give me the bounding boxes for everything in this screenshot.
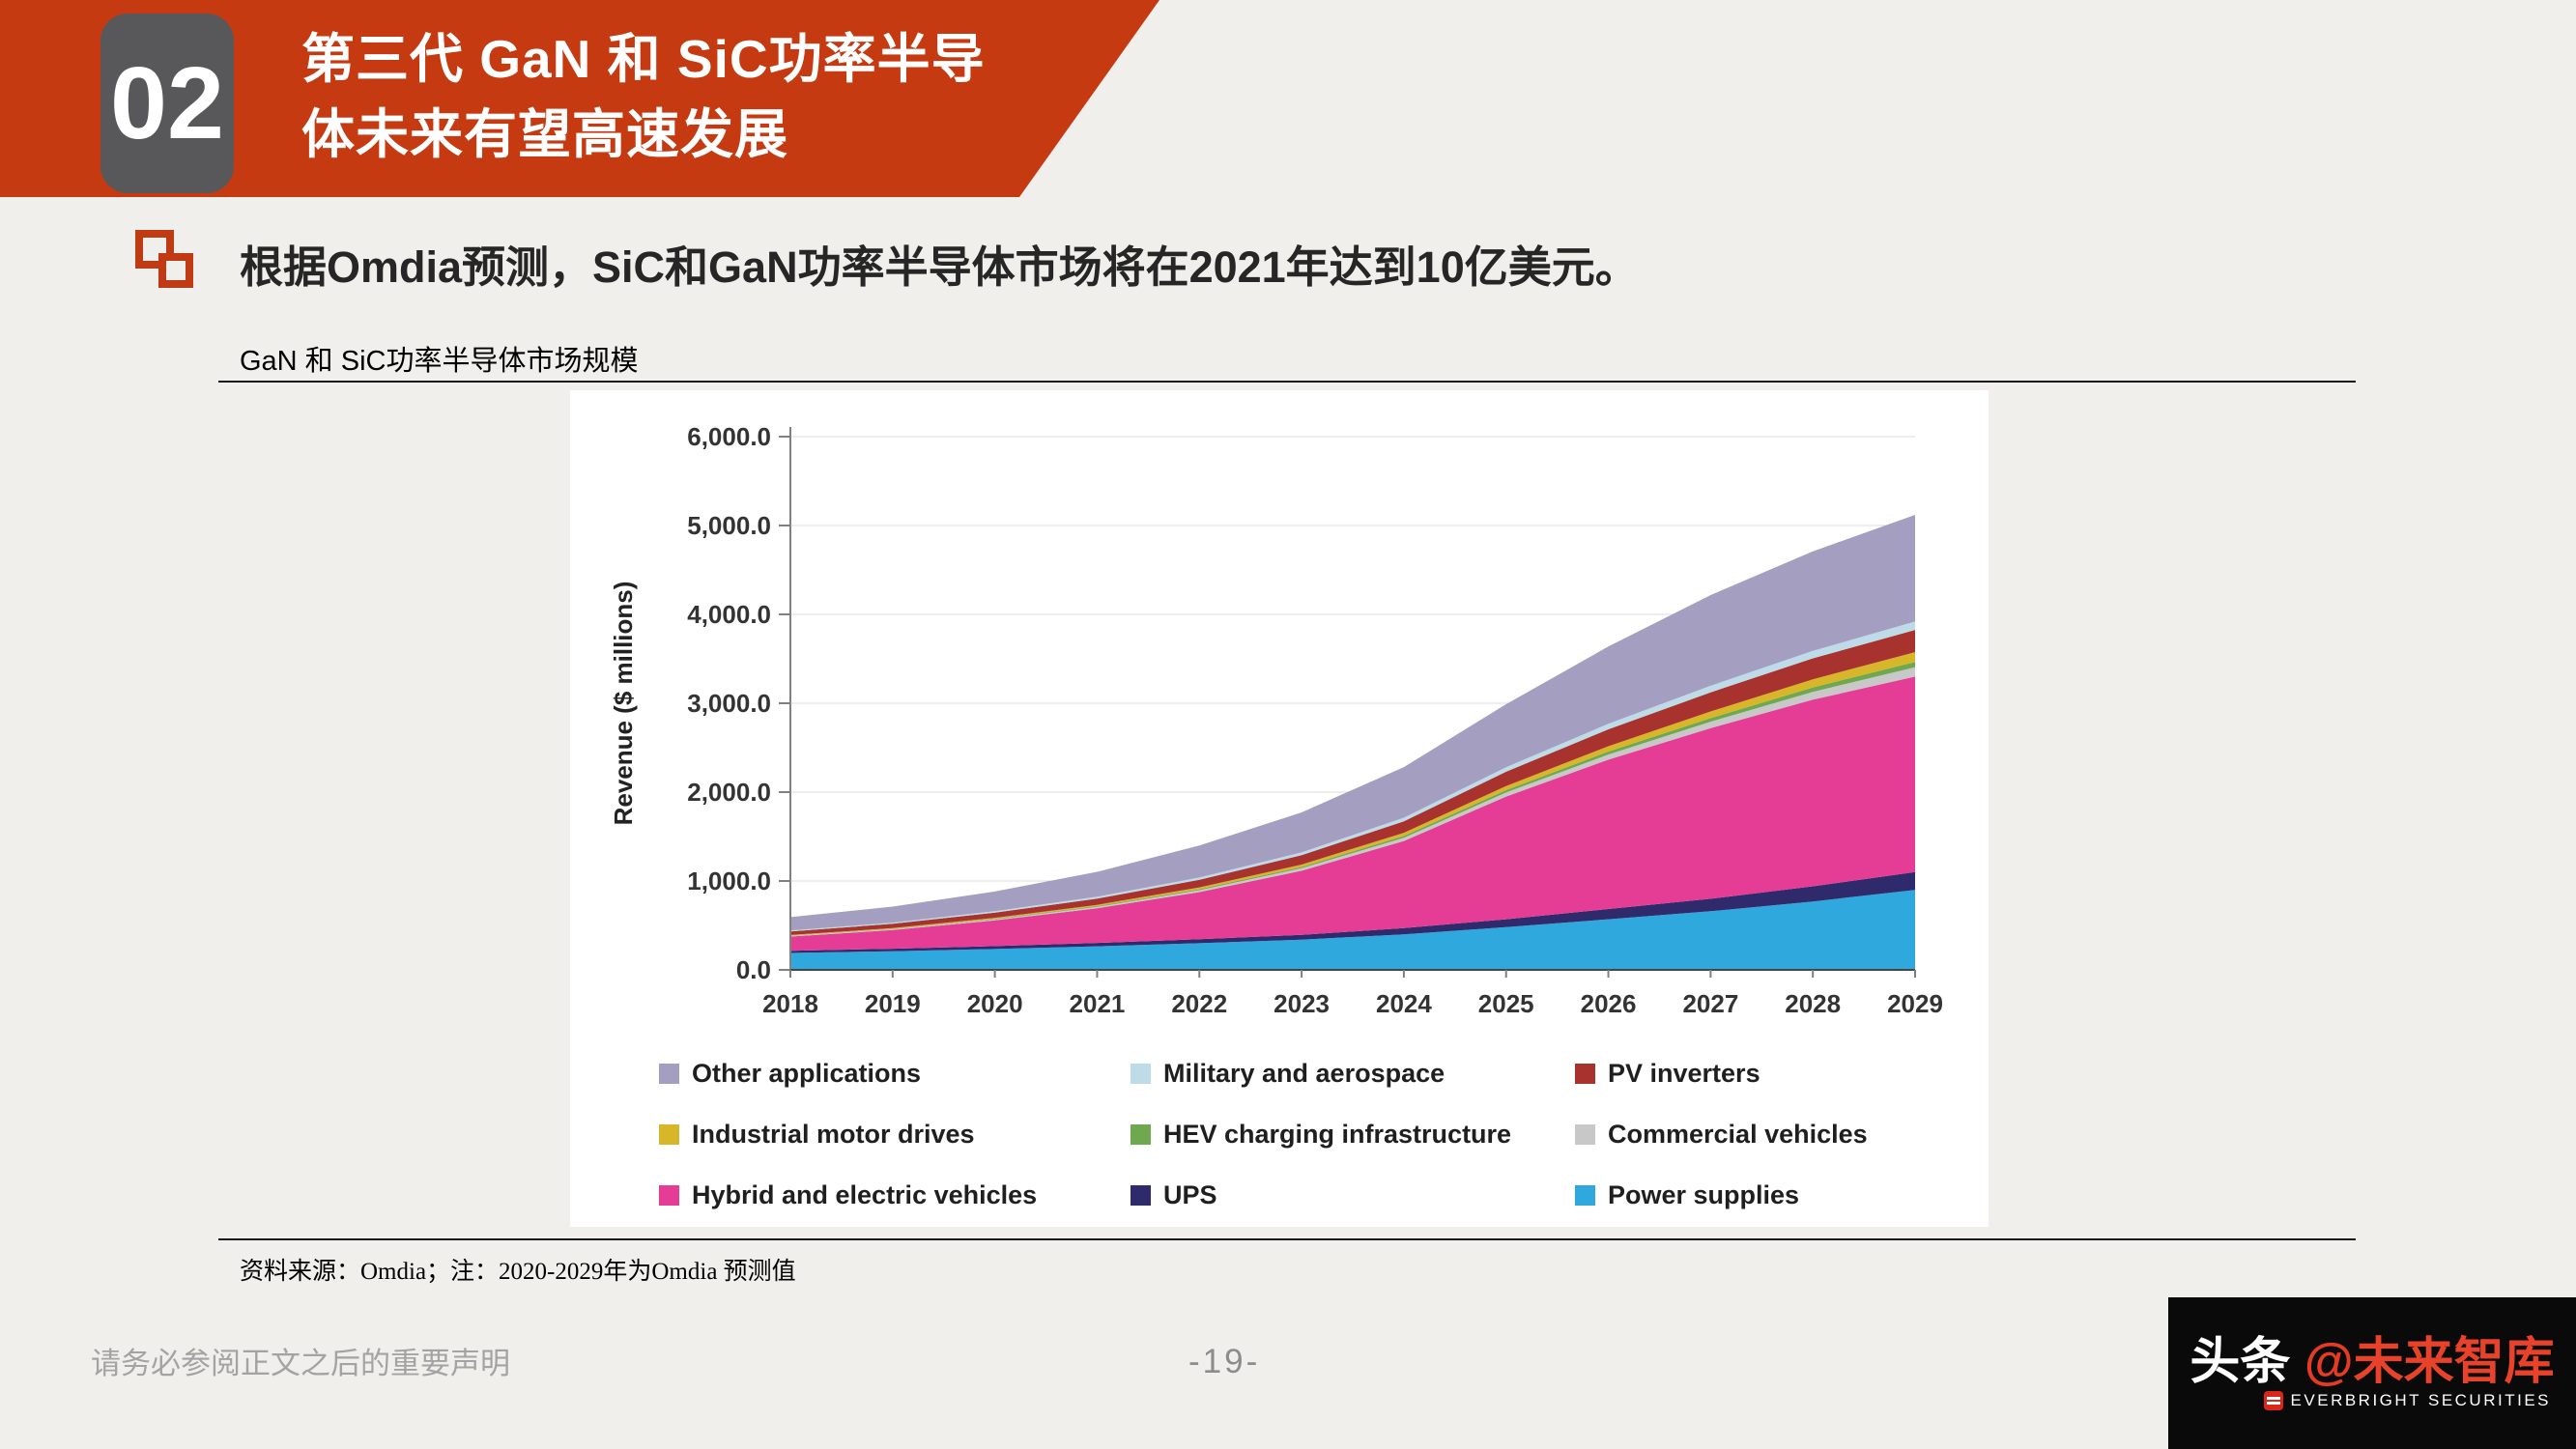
area-power_supplies xyxy=(790,890,1915,970)
y-tick-label: 1,000.0 xyxy=(687,867,771,895)
legend-item-hev_charging: HEV charging infrastructure xyxy=(1131,1120,1575,1150)
legend-swatch-icon xyxy=(1575,1185,1595,1206)
legend-label: Power supplies xyxy=(1608,1180,1800,1209)
legend-label: Commercial vehicles xyxy=(1608,1120,1868,1149)
x-tick-label: 2024 xyxy=(1376,989,1432,1018)
chart-legend: Other applications Military and aerospace… xyxy=(659,1059,1961,1210)
double-square-bullet-icon xyxy=(135,230,195,290)
key-point-text: 根据Omdia预测，SiC和GaN功率半导体市场将在2021年达到10亿美元。 xyxy=(240,242,1639,292)
subbrand-label: EVERBRIGHT SECURITIES xyxy=(2290,1390,2551,1409)
y-tick-label: 0.0 xyxy=(736,955,771,984)
source-note: 资料来源：Omdia；注：2020-2029年为Omdia 预测值 xyxy=(240,1259,796,1285)
footer-disclaimer: 请务必参阅正文之后的重要声明 xyxy=(91,1347,510,1380)
y-tick-label: 5,000.0 xyxy=(687,511,771,540)
legend-item-pv_inverters: PV inverters xyxy=(1575,1059,1961,1089)
x-tick-label: 2021 xyxy=(1070,989,1126,1018)
x-tick-label: 2025 xyxy=(1478,989,1534,1018)
page-title-line2: 体未来有望高速发展 xyxy=(301,104,789,165)
chart-panel: 0.0 1,000.0 2,000.0 3,000.0 4,000.0 5,000.0 6,… xyxy=(570,390,1989,1227)
toutiao-label: 头条 xyxy=(2190,1333,2291,1390)
legend-label: Other applications xyxy=(692,1059,922,1088)
legend-item-other_applications: Other applications xyxy=(659,1059,1131,1089)
legend-item-hybrid_ev: Hybrid and electric vehicles xyxy=(659,1180,1131,1210)
legend-label: PV inverters xyxy=(1608,1059,1760,1088)
legend-swatch-icon xyxy=(1575,1124,1595,1145)
legend-swatch-icon xyxy=(1131,1124,1151,1145)
page-title: 第三代 GaN 和 SiC功率半导 体未来有望高速发展 xyxy=(301,21,986,172)
legend-item-commercial_vehicles: Commercial vehicles xyxy=(1575,1120,1961,1150)
x-tick-label: 2022 xyxy=(1171,989,1227,1018)
x-tick-label: 2027 xyxy=(1682,989,1738,1018)
everbright-logo-icon xyxy=(2263,1390,2283,1410)
section-number: 02 xyxy=(110,45,224,160)
page-title-line1: 第三代 GaN 和 SiC功率半导 xyxy=(301,29,986,89)
x-tick-label: 2019 xyxy=(865,989,921,1018)
brand-watermark-box: 头条 @未来智库 EVERBRIGHT SECURITIES xyxy=(2168,1297,2576,1449)
legend-label: Military and aerospace xyxy=(1163,1059,1445,1088)
bottom-rule xyxy=(218,1238,2356,1240)
x-tick-label: 2020 xyxy=(967,989,1023,1018)
legend-swatch-icon xyxy=(659,1124,679,1145)
y-axis-title: Revenue ($ millions) xyxy=(609,582,638,826)
legend-swatch-icon xyxy=(659,1064,679,1084)
y-tick-label: 6,000.0 xyxy=(687,422,771,451)
legend-swatch-icon xyxy=(1131,1185,1151,1206)
y-tick-label: 3,000.0 xyxy=(687,689,771,718)
x-tick-label: 2023 xyxy=(1274,989,1330,1018)
x-tick-label: 2028 xyxy=(1785,989,1841,1018)
legend-label: Industrial motor drives xyxy=(692,1120,975,1149)
x-tick-label: 2029 xyxy=(1887,989,1943,1018)
at-icon: @ xyxy=(2304,1333,2354,1390)
page-number: -19- xyxy=(1188,1343,1261,1380)
brand-row: 头条 @未来智库 xyxy=(2190,1337,2554,1387)
area-hybrid_ev xyxy=(790,676,1915,952)
legend-item-power_supplies: Power supplies xyxy=(1575,1180,1961,1210)
legend-item-military_aerospace: Military and aerospace xyxy=(1131,1059,1575,1089)
legend-item-industrial_motor_drives: Industrial motor drives xyxy=(659,1120,1131,1150)
legend-item-ups: UPS xyxy=(1131,1180,1575,1210)
top-rule xyxy=(218,381,2356,383)
chart-section-label: GaN 和 SiC功率半导体市场规模 xyxy=(240,346,639,377)
legend-label: Hybrid and electric vehicles xyxy=(692,1180,1038,1209)
legend-swatch-icon xyxy=(659,1185,679,1206)
subbrand-row: EVERBRIGHT SECURITIES xyxy=(2168,1390,2576,1410)
area-ups xyxy=(790,871,1915,953)
x-tick-label: 2026 xyxy=(1581,989,1637,1018)
brand-name: 未来智库 xyxy=(2353,1333,2555,1390)
y-tick-label: 4,000.0 xyxy=(687,600,771,629)
y-tick-label: 2,000.0 xyxy=(687,778,771,807)
x-tick-label: 2018 xyxy=(762,989,818,1018)
stacked-area-chart: 0.0 1,000.0 2,000.0 3,000.0 4,000.0 5,000.0 6,… xyxy=(609,422,1943,1018)
area-other_applications xyxy=(790,515,1915,931)
legend-label: UPS xyxy=(1163,1180,1217,1209)
legend-label: HEV charging infrastructure xyxy=(1163,1120,1512,1149)
legend-swatch-icon xyxy=(1575,1064,1595,1084)
legend-swatch-icon xyxy=(1131,1064,1151,1084)
section-number-badge: 02 xyxy=(100,14,234,193)
